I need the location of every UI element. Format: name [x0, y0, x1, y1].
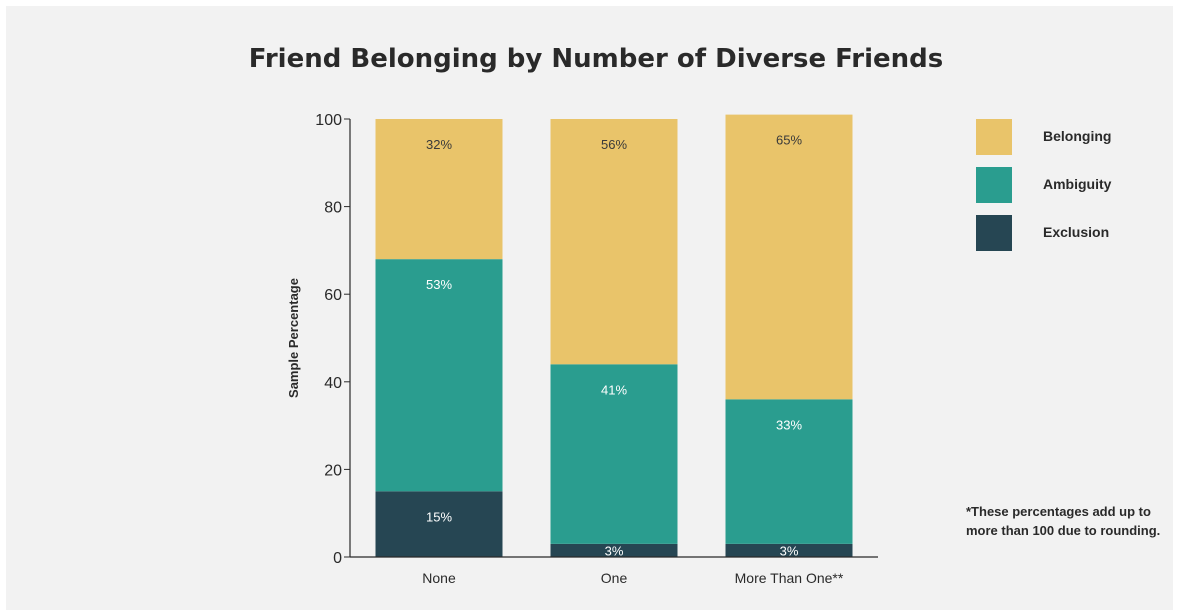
y-tick-label: 60: [324, 287, 342, 304]
bar-belonging: [725, 114, 853, 400]
data-label: 3%: [780, 543, 799, 558]
legend-label: Ambiguity: [1043, 176, 1112, 192]
legend-swatch: [976, 215, 1012, 251]
data-label: 41%: [601, 382, 627, 397]
legend-label: Exclusion: [1043, 224, 1110, 240]
data-label: 33%: [776, 417, 802, 432]
data-label: 53%: [426, 277, 452, 292]
bar-ambiguity: [550, 364, 678, 544]
legend-swatch: [976, 167, 1012, 203]
x-tick-label: None: [422, 570, 456, 586]
bar-exclusion: [375, 491, 503, 557]
y-tick-label: 0: [333, 550, 342, 567]
legend-swatch: [976, 119, 1012, 155]
x-tick-label: More Than One**: [735, 570, 844, 586]
bar-ambiguity: [375, 259, 503, 492]
chart-title: Friend Belonging by Number of Diverse Fr…: [248, 44, 944, 74]
bar-exclusion: [550, 543, 678, 557]
bar-belonging: [375, 119, 503, 260]
y-tick-label: 100: [315, 112, 342, 129]
footnote: *These percentages add up to more than 1…: [966, 504, 1161, 538]
data-label: 3%: [605, 543, 624, 558]
legend-label: Belonging: [1043, 128, 1112, 144]
bar-exclusion: [725, 543, 853, 557]
y-tick-label: 20: [324, 462, 342, 479]
y-axis-label: Sample Percentage: [286, 278, 301, 398]
y-tick-label: 80: [324, 200, 342, 217]
y-tick-label: 40: [324, 375, 342, 392]
bar-ambiguity: [725, 399, 853, 544]
bar-belonging: [550, 119, 678, 365]
data-label: 32%: [426, 137, 452, 152]
x-tick-label: One: [601, 570, 628, 586]
data-label: 15%: [426, 509, 452, 524]
data-label: 56%: [601, 137, 627, 152]
data-label: 65%: [776, 133, 802, 148]
